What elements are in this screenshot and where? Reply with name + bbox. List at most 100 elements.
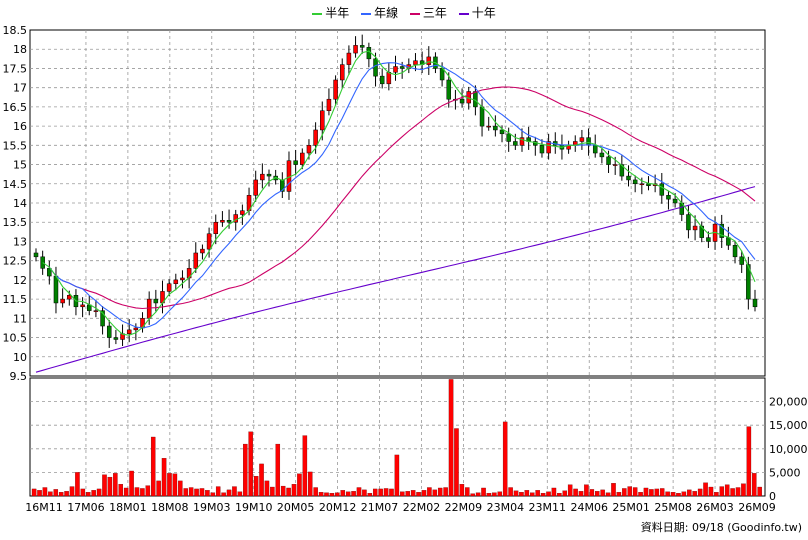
volume-bar <box>226 489 232 497</box>
volume-bar <box>649 489 654 497</box>
volume-bar <box>215 486 221 497</box>
candle-body <box>206 233 212 250</box>
candle-body <box>626 175 631 181</box>
candle-body <box>399 66 405 69</box>
volume-bar <box>546 491 551 497</box>
candle-body <box>752 298 758 308</box>
volume-bar <box>145 485 151 497</box>
candle-body <box>632 179 638 185</box>
volume-bar <box>248 431 253 497</box>
volume-bar <box>540 493 546 497</box>
candle-body <box>33 252 39 258</box>
price-tick-label: 10 <box>13 351 27 364</box>
volume-bar <box>356 487 362 497</box>
price-tick-label: 16 <box>13 120 27 133</box>
price-tick-label: 16.5 <box>3 101 28 114</box>
price-tick-label: 17.5 <box>3 62 28 75</box>
volume-bar <box>123 487 129 497</box>
candle-body <box>306 145 312 154</box>
x-tick-label: 19M10 <box>235 501 273 514</box>
candle-body <box>333 79 338 100</box>
candle-body <box>339 64 345 81</box>
x-tick-label: 25M08 <box>654 501 692 514</box>
price-tick-label: 13.5 <box>3 216 28 229</box>
candle-body <box>592 145 598 154</box>
volume-bar <box>557 493 562 497</box>
ma-year-line <box>48 62 756 329</box>
volume-bar <box>578 491 584 497</box>
candle-body <box>519 137 525 146</box>
x-tick-label: 26M03 <box>696 501 734 514</box>
volume-bar <box>448 379 454 497</box>
volume-bar <box>567 484 573 497</box>
candle-body <box>320 110 325 131</box>
candle-body <box>300 152 305 165</box>
volume-bar <box>562 490 568 497</box>
candle-body <box>153 298 159 304</box>
volume-bar <box>421 490 427 497</box>
volume-bar <box>188 487 194 497</box>
volume-tick-label: 5,000 <box>769 466 801 479</box>
volume-bar <box>367 493 373 497</box>
volume-bar <box>31 488 37 497</box>
volume-bar <box>129 470 134 497</box>
source-text: 資料日期: 09/18 (Goodinfo.tw) <box>640 521 802 534</box>
volume-bar <box>524 490 530 497</box>
x-tick-label: 17M06 <box>67 501 105 514</box>
candle-body <box>180 277 185 281</box>
candle-body <box>166 283 172 292</box>
candle-body <box>193 252 199 269</box>
candle-body <box>546 141 551 154</box>
volume-bar <box>530 492 535 497</box>
candle-body <box>393 66 398 73</box>
volume-bar <box>345 491 351 497</box>
candle-body <box>346 52 352 65</box>
volume-bar <box>622 488 627 497</box>
legend-swatch-year <box>361 12 372 15</box>
candle-body <box>692 225 698 231</box>
candle-body <box>106 325 112 338</box>
volume-bar <box>286 487 291 497</box>
volume-bar <box>437 487 443 497</box>
volume-bar <box>611 483 616 497</box>
volume-bar <box>37 490 42 497</box>
candle-body <box>586 137 591 146</box>
price-tick-label: 15.5 <box>3 139 28 152</box>
ma-ten-year-line <box>35 186 756 373</box>
legend-item-ten-year: 十年 <box>458 4 496 21</box>
volume-bar <box>221 492 226 497</box>
volume-bar <box>410 490 416 497</box>
chart-legend: 半年 年線 三年 十年 <box>0 4 808 21</box>
volume-bar <box>443 487 448 497</box>
legend-label-year: 年線 <box>374 6 399 20</box>
volume-bar <box>378 488 383 497</box>
volume-bar <box>752 473 757 497</box>
volume-bar <box>243 443 248 497</box>
candle-body <box>513 141 518 146</box>
volume-bar <box>730 488 735 497</box>
candle-body <box>606 156 611 165</box>
volume-bar <box>205 490 210 497</box>
candle-body <box>486 125 491 128</box>
candle-body <box>479 106 485 127</box>
candle-body <box>313 129 318 146</box>
volume-bar <box>140 488 145 497</box>
volume-bar <box>389 488 394 497</box>
volume-bar <box>394 454 400 497</box>
volume-bar <box>156 480 161 497</box>
volume-bar <box>118 484 124 497</box>
volume-bar <box>508 487 513 497</box>
legend-swatch-three-year <box>409 12 420 15</box>
volume-bar <box>291 484 297 497</box>
volume-bar <box>724 484 730 497</box>
candle-body <box>213 221 218 235</box>
price-tick-label: 9.5 <box>10 370 28 383</box>
candle-body <box>146 298 152 319</box>
candle-body <box>353 45 358 54</box>
price-tick-label: 14 <box>13 197 27 210</box>
legend-item-three-year: 三年 <box>409 4 447 21</box>
volume-bar <box>486 493 492 497</box>
volume-bar <box>161 458 167 497</box>
price-tick-label: 11.5 <box>3 293 28 306</box>
candle-body <box>493 125 498 131</box>
